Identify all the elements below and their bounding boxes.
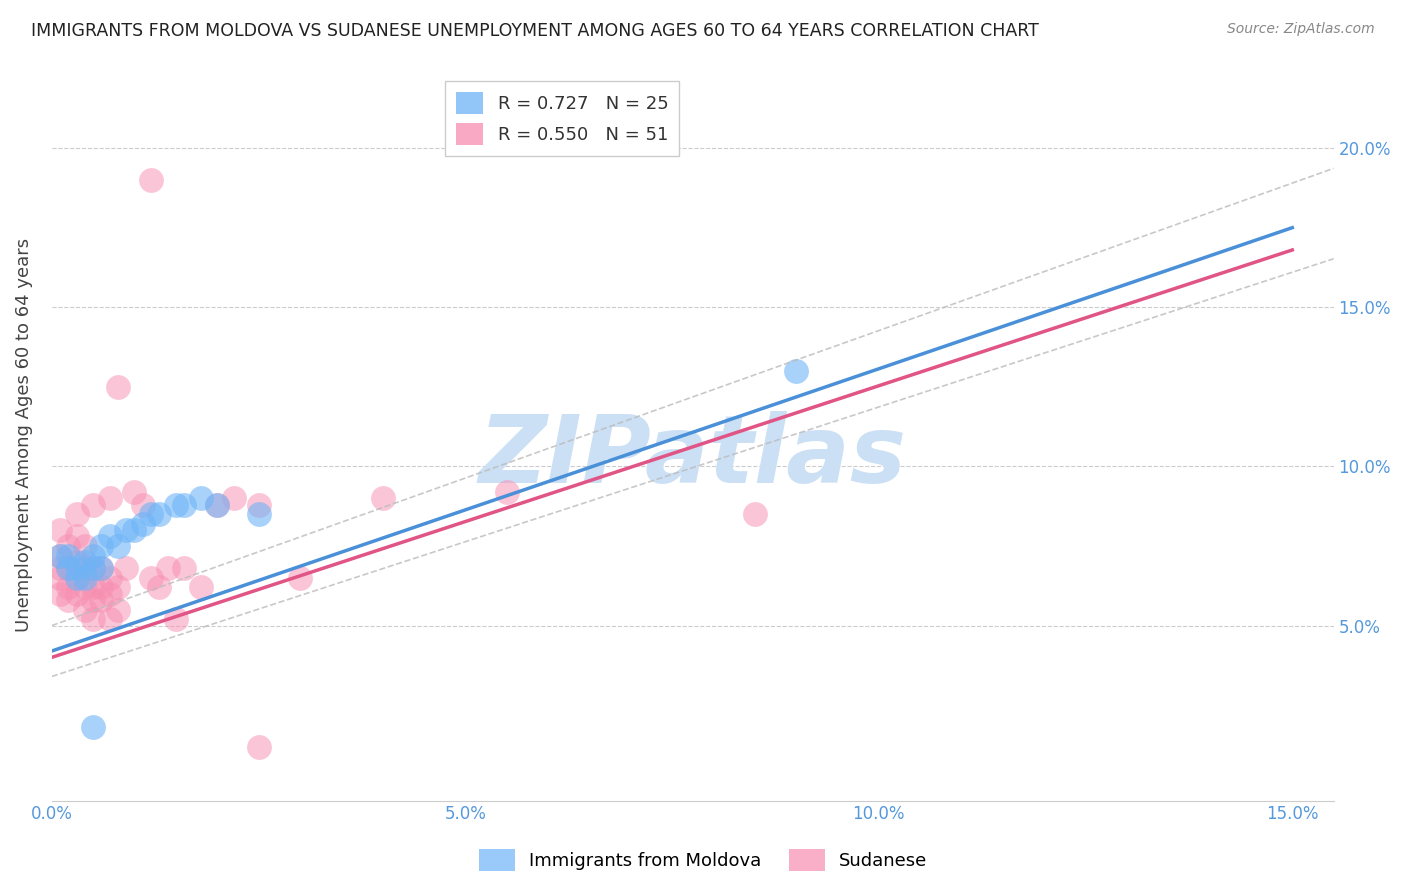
Point xyxy=(49,587,72,601)
Legend: R = 0.727   N = 25, R = 0.550   N = 51: R = 0.727 N = 25, R = 0.550 N = 51 xyxy=(446,81,679,156)
Point xyxy=(49,549,72,563)
Point xyxy=(65,587,87,601)
Point xyxy=(107,539,129,553)
Point xyxy=(190,491,212,506)
Point xyxy=(247,739,270,754)
Point xyxy=(58,561,80,575)
Text: ZIPatlas: ZIPatlas xyxy=(478,410,907,502)
Point xyxy=(73,555,96,569)
Point xyxy=(82,561,104,575)
Point xyxy=(73,602,96,616)
Point xyxy=(247,498,270,512)
Point xyxy=(205,498,228,512)
Point xyxy=(73,539,96,553)
Point xyxy=(165,498,187,512)
Point xyxy=(58,580,80,594)
Point xyxy=(98,529,121,543)
Point xyxy=(107,580,129,594)
Point xyxy=(247,507,270,521)
Point xyxy=(98,571,121,585)
Point xyxy=(73,561,96,575)
Point xyxy=(744,507,766,521)
Point xyxy=(132,498,155,512)
Point xyxy=(173,561,195,575)
Point xyxy=(139,173,162,187)
Point xyxy=(65,561,87,575)
Point xyxy=(49,549,72,563)
Point xyxy=(165,612,187,626)
Point xyxy=(58,539,80,553)
Point xyxy=(107,602,129,616)
Text: Source: ZipAtlas.com: Source: ZipAtlas.com xyxy=(1227,22,1375,37)
Point xyxy=(58,561,80,575)
Point xyxy=(65,529,87,543)
Point xyxy=(139,571,162,585)
Point xyxy=(148,507,170,521)
Point xyxy=(82,593,104,607)
Text: IMMIGRANTS FROM MOLDOVA VS SUDANESE UNEMPLOYMENT AMONG AGES 60 TO 64 YEARS CORRE: IMMIGRANTS FROM MOLDOVA VS SUDANESE UNEM… xyxy=(31,22,1039,40)
Point xyxy=(90,539,112,553)
Point xyxy=(124,523,146,537)
Point xyxy=(65,571,87,585)
Point xyxy=(49,561,72,575)
Point xyxy=(107,380,129,394)
Point xyxy=(90,593,112,607)
Point xyxy=(49,571,72,585)
Point xyxy=(190,580,212,594)
Point xyxy=(785,364,807,378)
Point xyxy=(65,555,87,569)
Point xyxy=(115,523,138,537)
Point xyxy=(495,484,517,499)
Point xyxy=(82,720,104,734)
Point xyxy=(73,571,96,585)
Point xyxy=(156,561,179,575)
Point xyxy=(58,593,80,607)
Point xyxy=(148,580,170,594)
Point xyxy=(58,549,80,563)
Point xyxy=(98,612,121,626)
Point xyxy=(73,580,96,594)
Point xyxy=(82,612,104,626)
Point xyxy=(90,561,112,575)
Point xyxy=(371,491,394,506)
Point xyxy=(65,571,87,585)
Point xyxy=(124,484,146,499)
Point xyxy=(205,498,228,512)
Point xyxy=(139,507,162,521)
Point xyxy=(49,523,72,537)
Point xyxy=(82,580,104,594)
Point xyxy=(222,491,245,506)
Point xyxy=(115,561,138,575)
Point xyxy=(65,507,87,521)
Point xyxy=(98,587,121,601)
Y-axis label: Unemployment Among Ages 60 to 64 years: Unemployment Among Ages 60 to 64 years xyxy=(15,237,32,632)
Point xyxy=(132,516,155,531)
Point xyxy=(90,561,112,575)
Point xyxy=(173,498,195,512)
Point xyxy=(82,561,104,575)
Point xyxy=(90,580,112,594)
Point xyxy=(82,549,104,563)
Point xyxy=(98,491,121,506)
Point xyxy=(82,498,104,512)
Legend: Immigrants from Moldova, Sudanese: Immigrants from Moldova, Sudanese xyxy=(471,842,935,879)
Point xyxy=(288,571,311,585)
